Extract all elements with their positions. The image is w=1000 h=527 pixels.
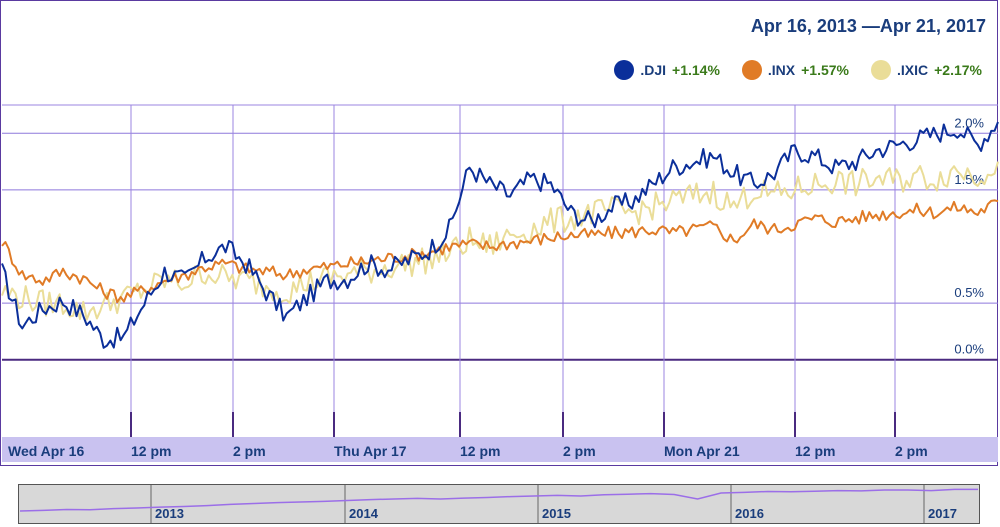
x-tick-label: Thu Apr 17 [334,443,407,459]
x-tick-label: 2 pm [895,443,928,459]
legend: .DJI +1.14% .INX +1.57% .IXIC +2.17% [614,60,982,80]
legend-name-dji: .DJI [640,62,667,78]
x-tick-label: 12 pm [131,443,171,459]
x-tick-label: Wed Apr 16 [8,443,84,459]
navigator-svg[interactable]: 2013 2014 2015 2016 2017 [19,485,979,523]
legend-item-inx[interactable]: .INX +1.57% [741,60,849,80]
x-tick-label: 2 pm [563,443,596,459]
series-line-inx [1,199,999,304]
navigator-line [19,488,978,512]
navigator-year-label: 2015 [542,506,571,521]
legend-change-dji: +1.14% [672,62,720,78]
time-navigator[interactable]: 2013 2014 2015 2016 2017 [18,484,980,524]
legend-name-inx: .INX [767,62,796,78]
x-tick-label: 12 pm [795,443,835,459]
navigator-year-label: 2013 [155,506,184,521]
navigator-year-label: 2014 [349,506,379,521]
legend-dot-ixic [871,60,891,80]
legend-item-dji[interactable]: .DJI +1.14% [614,60,720,80]
plot-area[interactable]: 0.0%0.5%1.5%2.0%Wed Apr 16 12 pm 2 pm Thu A… [0,0,1000,466]
legend-dot-dji [614,60,635,80]
legend-change-inx: +1.57% [801,62,849,78]
y-tick-label: 2.0% [954,115,984,130]
legend-dot-inx [741,60,762,80]
series-line-dji [1,121,999,349]
x-tick-label: 12 pm [460,443,500,459]
x-tick-label: 2 pm [233,443,266,459]
x-axis-bar [2,437,998,462]
x-tick-label: Mon Apr 21 [664,443,740,459]
y-tick-label: 0.5% [954,285,984,300]
legend-change-ixic: +2.17% [934,62,982,78]
date-range-label: Apr 16, 2013 —Apr 21, 2017 [750,16,986,36]
legend-name-ixic: .IXIC [897,62,929,78]
legend-item-ixic[interactable]: .IXIC +2.17% [871,60,982,80]
navigator-year-label: 2017 [928,506,957,521]
y-tick-label: 0.0% [954,342,984,357]
series-line-ixic [1,161,999,321]
navigator-year-label: 2016 [735,506,764,521]
chart-frame [0,0,998,466]
